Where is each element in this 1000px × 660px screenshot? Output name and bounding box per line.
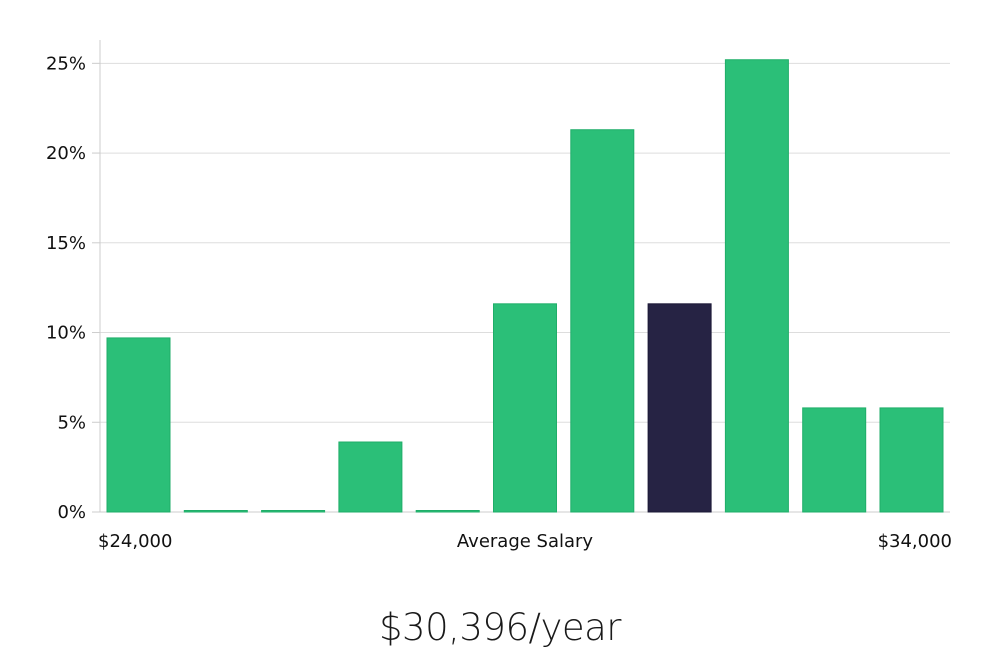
bar (183, 510, 248, 513)
bar (106, 337, 171, 513)
x-min-label: $24,000 (98, 531, 172, 552)
y-tick-label: 5% (57, 412, 86, 433)
bar (261, 510, 326, 513)
bar (724, 59, 789, 513)
average-salary-value: $30,396/year (378, 606, 622, 649)
bar (338, 441, 403, 513)
bar (493, 303, 557, 513)
y-tick-label: 25% (46, 53, 86, 74)
y-tick-label: 0% (57, 502, 86, 523)
bar-highlighted (647, 303, 712, 513)
y-tick-label: 10% (46, 323, 86, 344)
bar (802, 407, 867, 513)
salary-distribution-chart: 0% 5% 10% 15% 20% 25% $24,000 Average Salary $34… (46, 40, 952, 552)
bar (570, 129, 635, 513)
bar (415, 510, 480, 513)
x-axis-title: Average Salary (457, 531, 594, 552)
axis-labels: 0% 5% 10% 15% 20% 25% $24,000 Average Salary $34… (46, 53, 952, 552)
bars (106, 59, 944, 513)
y-tick-label: 15% (46, 233, 86, 254)
y-tick-label: 20% (46, 143, 86, 164)
x-max-label: $34,000 (878, 531, 952, 552)
bar (879, 407, 944, 513)
